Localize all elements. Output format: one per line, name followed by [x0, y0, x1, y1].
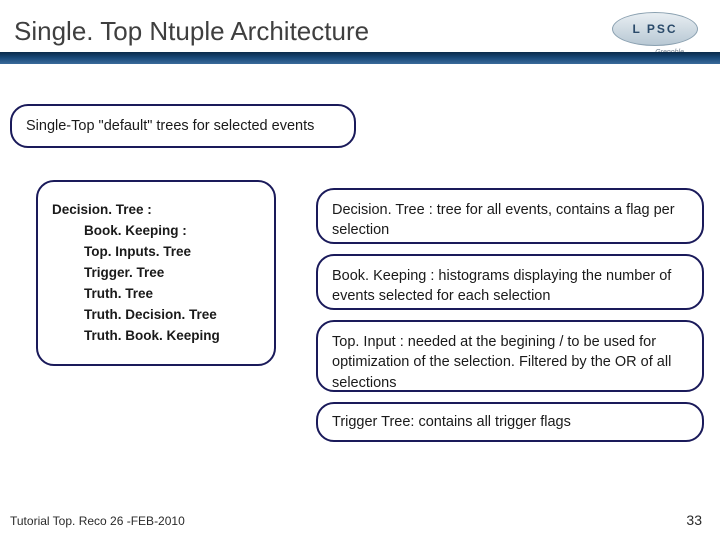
desc-box-trigger-tree: Trigger Tree: contains all trigger flags [316, 402, 704, 442]
tree-item: Book. Keeping : [52, 221, 264, 242]
desc-box-top-input: Top. Input : needed at the begining / to… [316, 320, 704, 392]
tree-items: Decision. Tree : Book. Keeping : Top. In… [52, 200, 264, 346]
tree-item: Truth. Tree [52, 284, 264, 305]
page-number: 33 [686, 512, 702, 528]
desc-text: Top. Input : needed at the begining / to… [332, 334, 671, 391]
top-summary-text: Single-Top "default" trees for selected … [26, 118, 314, 134]
desc-text: Decision. Tree : tree for all events, co… [332, 202, 675, 238]
desc-box-decision-tree: Decision. Tree : tree for all events, co… [316, 188, 704, 244]
desc-box-book-keeping: Book. Keeping : histograms displaying th… [316, 254, 704, 310]
top-summary-box: Single-Top "default" trees for selected … [10, 104, 356, 148]
page-title: Single. Top Ntuple Architecture [14, 16, 369, 47]
footer-left: Tutorial Top. Reco 26 -FEB-2010 [10, 514, 185, 528]
tree-item: Top. Inputs. Tree [52, 242, 264, 263]
tree-root: Decision. Tree : [52, 200, 264, 221]
tree-item: Truth. Decision. Tree [52, 305, 264, 326]
title-band: Single. Top Ntuple Architecture L PSC Gr… [0, 0, 720, 64]
tree-item: Truth. Book. Keeping [52, 326, 264, 347]
desc-text: Trigger Tree: contains all trigger flags [332, 412, 571, 432]
tree-item: Trigger. Tree [52, 263, 264, 284]
left-tree-box: Decision. Tree : Book. Keeping : Top. In… [36, 180, 276, 366]
logo-ellipse: L PSC [612, 12, 698, 46]
title-underline [0, 52, 720, 64]
logo: L PSC Grenoble [610, 10, 700, 54]
logo-main-text: L PSC [632, 22, 677, 36]
desc-text: Book. Keeping : histograms displaying th… [332, 268, 671, 304]
